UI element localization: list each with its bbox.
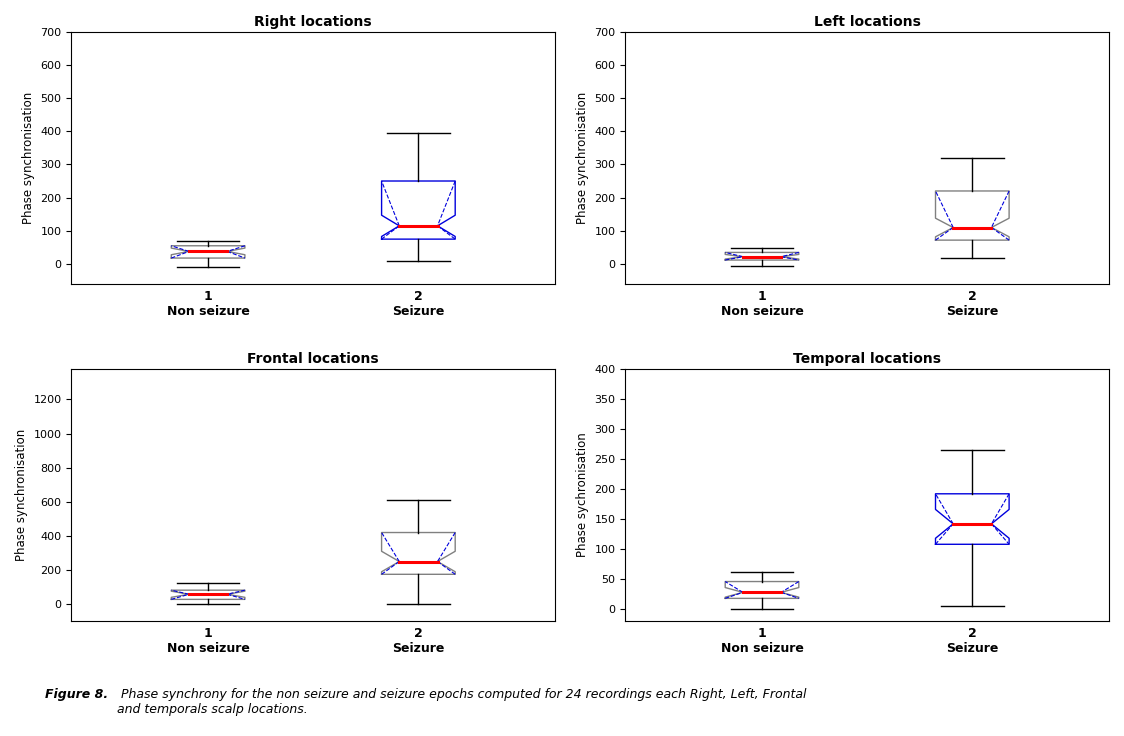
Text: Phase synchrony for the non seizure and seizure epochs computed for 24 recording: Phase synchrony for the non seizure and … [117,688,806,716]
Polygon shape [725,581,799,598]
Polygon shape [935,191,1009,240]
Title: Left locations: Left locations [814,15,921,29]
Text: Figure 8.: Figure 8. [45,688,108,701]
Title: Right locations: Right locations [254,15,372,29]
Polygon shape [725,252,799,260]
Y-axis label: Phase sychronisation: Phase sychronisation [575,433,589,557]
Y-axis label: Phase synchronisation: Phase synchronisation [15,429,28,561]
Title: Temporal locations: Temporal locations [794,353,941,367]
Polygon shape [381,533,455,574]
Polygon shape [171,590,245,599]
Polygon shape [381,181,455,239]
Y-axis label: Phase synchronisation: Phase synchronisation [575,92,589,224]
Polygon shape [171,246,245,258]
Title: Frontal locations: Frontal locations [247,353,379,367]
Y-axis label: Phase synchronisation: Phase synchronisation [22,92,35,224]
Polygon shape [935,494,1009,545]
